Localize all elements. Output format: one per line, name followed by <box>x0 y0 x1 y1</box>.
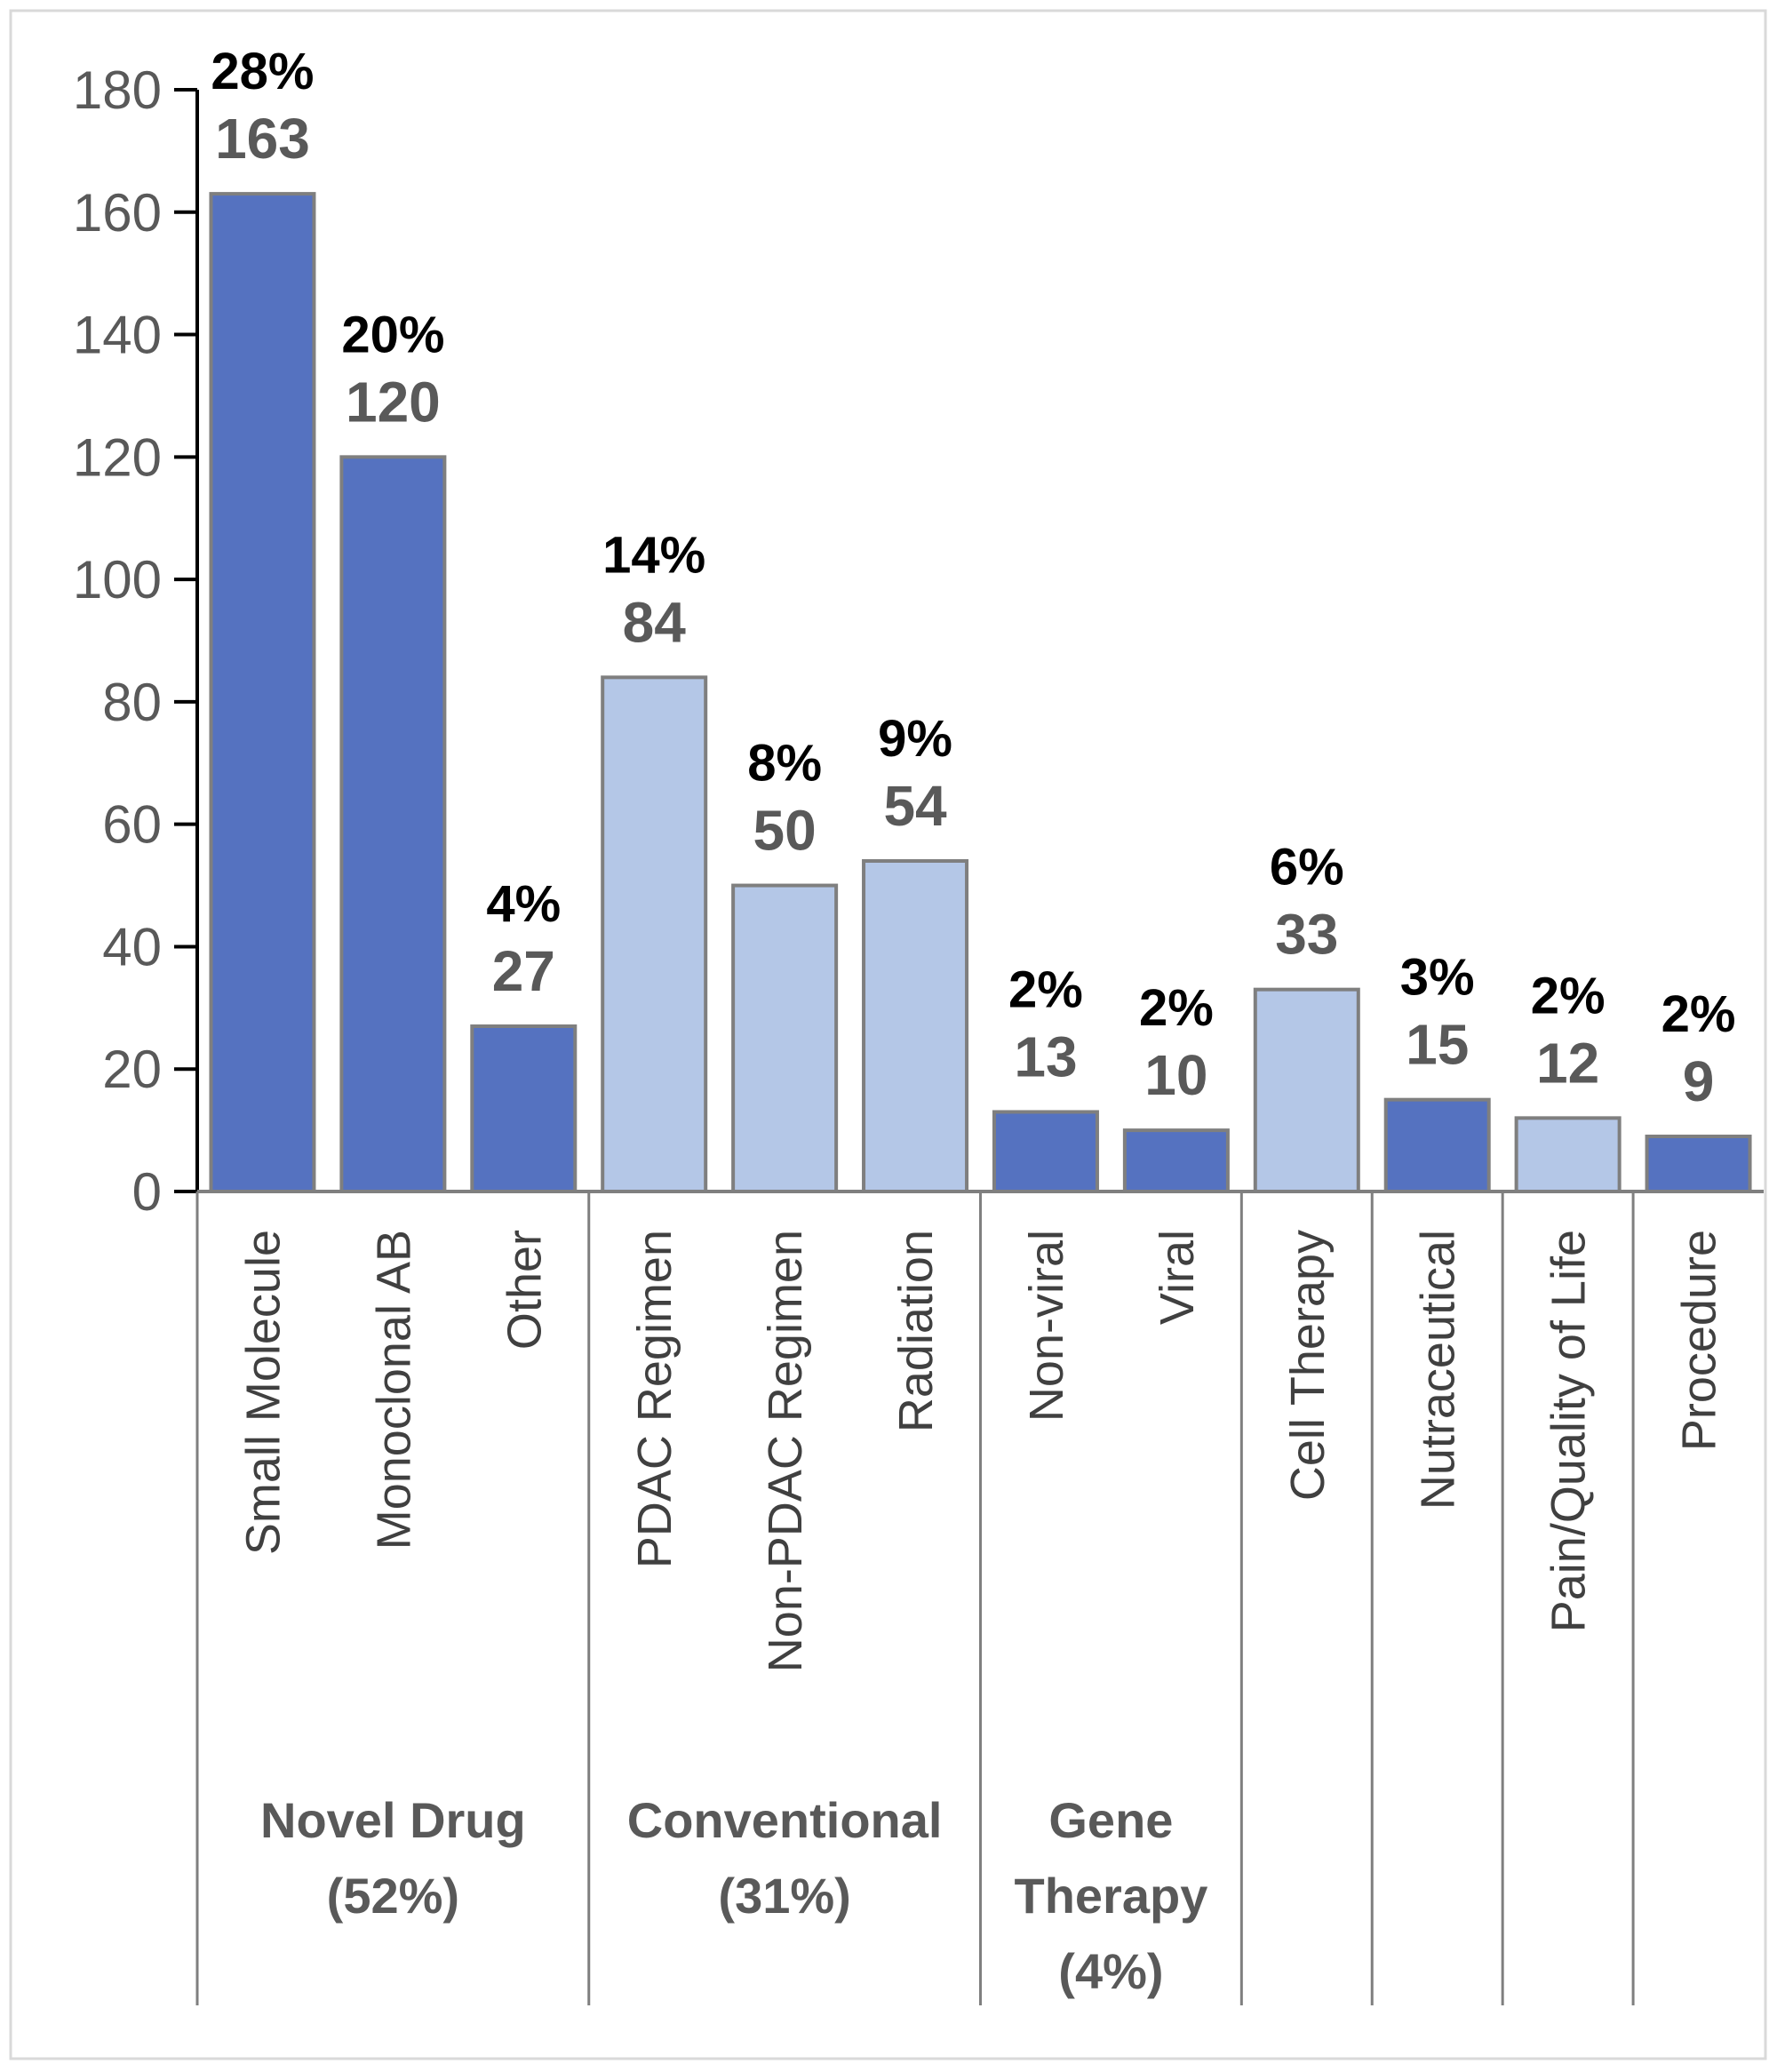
value-label: 120 <box>346 370 441 434</box>
bar <box>992 1110 1099 1194</box>
category-label: Pain/Quality of Life <box>1542 1230 1596 1632</box>
category-label: Small Molecule <box>236 1230 290 1555</box>
value-label: 50 <box>753 799 817 863</box>
percent-label: 14% <box>602 526 705 584</box>
category-label: PDAC Regimen <box>628 1230 681 1568</box>
value-label: 33 <box>1275 903 1338 967</box>
percent-label: 2% <box>1008 960 1083 1018</box>
value-label: 84 <box>623 590 687 654</box>
bar <box>1383 1097 1491 1193</box>
group-label: Therapy <box>1014 1868 1207 1924</box>
category-label: Monoclonal AB <box>367 1230 420 1550</box>
category-label: Non-PDAC Regimen <box>759 1230 812 1672</box>
percent-label: 28% <box>211 43 314 100</box>
percent-label: 2% <box>1139 979 1214 1037</box>
group-label: Gene <box>1048 1792 1173 1848</box>
percent-label: 4% <box>486 875 561 933</box>
category-label: Radiation <box>889 1230 943 1432</box>
group-label: Conventional <box>627 1792 943 1848</box>
value-label: 163 <box>215 107 310 171</box>
y-tick-label: 60 <box>102 795 162 855</box>
y-tick-label: 160 <box>73 183 162 243</box>
y-tick-label: 80 <box>102 673 162 732</box>
bar <box>862 859 969 1193</box>
percent-label: 8% <box>747 735 822 793</box>
chart-border <box>9 9 1767 2060</box>
bar <box>1645 1135 1752 1193</box>
percent-label: 2% <box>1661 985 1736 1043</box>
bar <box>731 883 839 1193</box>
value-label: 27 <box>492 939 555 1003</box>
percent-label: 9% <box>878 710 952 768</box>
group-label: (52%) <box>327 1868 459 1924</box>
bar <box>1122 1128 1230 1193</box>
y-tick-label: 20 <box>102 1040 162 1099</box>
percent-label: 3% <box>1400 949 1475 1007</box>
y-tick-label: 120 <box>73 427 162 487</box>
category-label: Nutraceutical <box>1412 1230 1465 1510</box>
value-label: 15 <box>1406 1013 1469 1077</box>
category-label: Procedure <box>1673 1230 1726 1451</box>
value-label: 12 <box>1536 1031 1599 1095</box>
percent-label: 20% <box>341 306 444 363</box>
bar <box>470 1024 578 1193</box>
value-label: 13 <box>1014 1024 1077 1088</box>
y-tick-label: 0 <box>132 1162 162 1222</box>
bar <box>1514 1116 1622 1194</box>
bar <box>1253 987 1360 1193</box>
bar <box>601 675 708 1193</box>
percent-label: 2% <box>1531 967 1606 1024</box>
percent-label: 6% <box>1270 839 1344 897</box>
y-tick-label: 100 <box>73 550 162 610</box>
y-tick-label: 140 <box>73 306 162 365</box>
bar <box>339 455 447 1193</box>
y-tick-label: 180 <box>73 60 162 120</box>
category-label: Viral <box>1151 1230 1204 1325</box>
category-label: Cell Therapy <box>1281 1230 1335 1501</box>
group-label: (4%) <box>1058 1943 1163 1999</box>
category-label: Non-viral <box>1020 1230 1073 1422</box>
group-label: (31%) <box>718 1868 850 1924</box>
value-label: 9 <box>1683 1049 1715 1113</box>
value-label: 54 <box>883 774 947 838</box>
y-tick-label: 40 <box>102 917 162 976</box>
group-label: Novel Drug <box>260 1792 526 1848</box>
value-label: 10 <box>1144 1043 1207 1107</box>
bar <box>209 192 316 1194</box>
category-label: Other <box>498 1230 551 1350</box>
